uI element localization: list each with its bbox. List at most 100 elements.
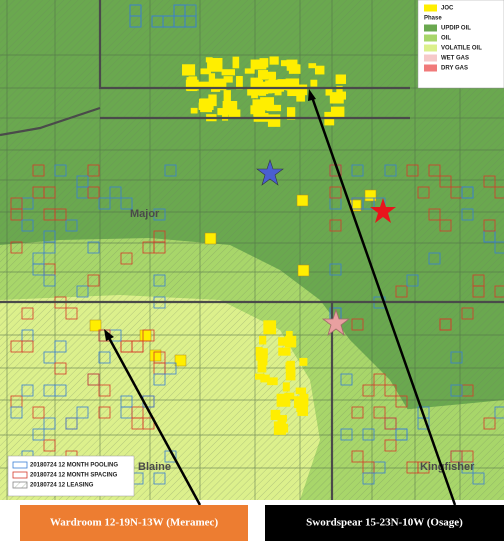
section-outline [450, 351, 463, 364]
joc-block [186, 77, 198, 92]
section-outline [21, 219, 34, 232]
section-outline [483, 175, 496, 188]
section-outline [494, 406, 504, 419]
joc-block [174, 354, 187, 367]
section-outline [21, 384, 34, 397]
joc-block [277, 79, 292, 90]
joc-block [223, 90, 231, 102]
section-outline [153, 351, 166, 364]
joc-block [257, 358, 267, 373]
section-outline [494, 285, 504, 298]
section-outline [65, 417, 78, 430]
county-label: Blaine [138, 461, 171, 473]
section-outline [32, 263, 45, 276]
joc-block [270, 409, 281, 420]
section-outline [21, 307, 34, 320]
county-label: Kingfisher [420, 461, 475, 473]
joc-block [200, 98, 212, 113]
section-outline [87, 186, 100, 199]
section-outline [461, 186, 474, 199]
section-outline [87, 274, 100, 287]
joc-block [314, 65, 325, 75]
joc-block [190, 107, 198, 114]
section-outline [98, 197, 111, 210]
section-outline [384, 439, 397, 452]
section-outline [87, 164, 100, 177]
bottom-legend: 20180724 12 MONTH POOLING 20180724 12 MON… [7, 455, 135, 497]
joc-block [205, 57, 213, 63]
section-outline [373, 373, 386, 386]
joc-block [281, 423, 289, 433]
section-outline [131, 417, 144, 430]
section-outline [494, 241, 504, 254]
joc-block [139, 329, 152, 342]
section-outline [351, 164, 364, 177]
section-outline [329, 219, 342, 232]
section-outline [54, 164, 67, 177]
section-outline [43, 439, 56, 452]
joc-block [244, 68, 255, 74]
section-outline [384, 384, 397, 397]
section-outline [10, 340, 23, 353]
section-outline [395, 395, 408, 408]
joc-block [297, 264, 310, 277]
section-outline [54, 208, 67, 221]
county-line [98, 0, 410, 90]
legend-box [417, 0, 504, 89]
section-outline [65, 219, 78, 232]
joc-block [253, 88, 269, 95]
section-outline [173, 15, 186, 28]
section-outline [120, 252, 133, 265]
section-outline [65, 307, 78, 320]
joc-block [295, 387, 307, 394]
joc-block [285, 367, 296, 381]
section-outline [32, 406, 45, 419]
joc-block [222, 112, 229, 121]
joc-block [149, 349, 162, 362]
section-outline [120, 197, 133, 210]
joc-block [286, 59, 298, 67]
section-outline [98, 351, 111, 364]
joc-block [182, 64, 196, 76]
section-outline [362, 428, 375, 441]
legend-swatch [424, 64, 437, 72]
section-outline [439, 175, 452, 188]
joc-block [277, 415, 288, 422]
section-outline [87, 241, 100, 254]
joc-block [336, 85, 343, 95]
arrow-head [308, 89, 316, 101]
county-label: Major [130, 208, 160, 220]
section-outline [472, 285, 485, 298]
joc-block [364, 189, 377, 202]
joc-block [278, 347, 291, 356]
joc-block [260, 97, 274, 111]
joc-block [296, 194, 309, 207]
legend-swatch [12, 481, 28, 489]
section-outline [164, 164, 177, 177]
joc-block [286, 64, 300, 71]
callout-label: Swordspear 15-23N-10W (Osage) [306, 517, 463, 529]
legend-label: JOC [441, 6, 454, 12]
section-outline [98, 406, 111, 419]
cells [10, 4, 504, 485]
joc-block [208, 73, 216, 84]
section-outline [131, 340, 144, 353]
joc-block [267, 377, 278, 386]
section-outline [373, 406, 386, 419]
joc-block [286, 107, 296, 120]
county-lines [0, 0, 504, 500]
section-outline [43, 274, 56, 287]
joc-block [299, 393, 309, 406]
section-outline [43, 230, 56, 243]
joc-block [236, 76, 243, 90]
section-outline [362, 384, 375, 397]
joc-block [298, 84, 308, 96]
joc-block [252, 99, 262, 113]
section-outline [43, 186, 56, 199]
section-outline [10, 208, 23, 221]
joc-block [260, 374, 270, 383]
section-outline [329, 186, 342, 199]
section-outline [494, 186, 504, 199]
section-outline [87, 373, 100, 386]
